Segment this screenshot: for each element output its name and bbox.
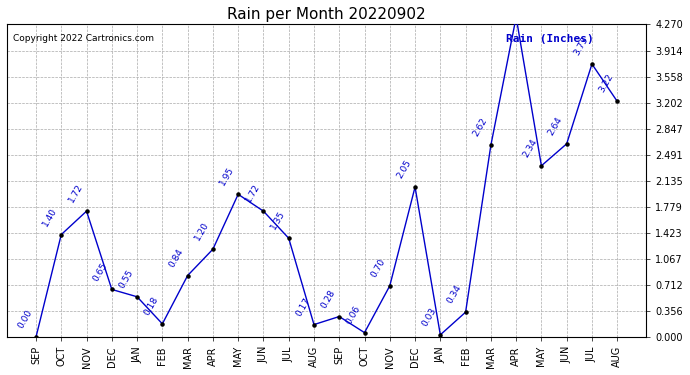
Text: 0.00: 0.00 xyxy=(16,308,34,330)
Text: 0.18: 0.18 xyxy=(142,295,160,317)
Point xyxy=(208,246,219,252)
Point xyxy=(132,294,143,300)
Point xyxy=(30,334,41,340)
Point xyxy=(511,14,522,20)
Point xyxy=(56,231,67,237)
Title: Rain per Month 20220902: Rain per Month 20220902 xyxy=(227,7,426,22)
Point xyxy=(460,309,471,315)
Text: 2.64: 2.64 xyxy=(546,115,564,137)
Text: 1.40: 1.40 xyxy=(41,206,59,228)
Point xyxy=(233,191,244,197)
Text: 0.70: 0.70 xyxy=(370,257,388,279)
Point xyxy=(410,184,421,190)
Text: Copyright 2022 Cartronics.com: Copyright 2022 Cartronics.com xyxy=(13,34,155,43)
Point xyxy=(536,163,547,169)
Text: 0.28: 0.28 xyxy=(319,288,337,310)
Text: 0.34: 0.34 xyxy=(446,284,464,305)
Text: 3.22: 3.22 xyxy=(598,73,615,94)
Text: 4.37: 4.37 xyxy=(0,374,1,375)
Text: 2.05: 2.05 xyxy=(395,158,413,180)
Text: 2.34: 2.34 xyxy=(522,137,539,159)
Point xyxy=(359,330,370,336)
Text: 0.06: 0.06 xyxy=(344,304,362,326)
Text: 1.72: 1.72 xyxy=(244,182,262,204)
Text: 0.17: 0.17 xyxy=(294,296,312,318)
Text: 0.65: 0.65 xyxy=(92,261,110,282)
Point xyxy=(81,208,92,214)
Point xyxy=(308,322,319,328)
Point xyxy=(561,141,572,147)
Point xyxy=(612,98,623,104)
Text: 1.72: 1.72 xyxy=(66,182,84,204)
Point xyxy=(182,273,193,279)
Text: 0.03: 0.03 xyxy=(420,306,438,328)
Text: 1.95: 1.95 xyxy=(218,165,236,188)
Text: 1.35: 1.35 xyxy=(268,209,286,231)
Point xyxy=(106,286,117,292)
Text: 3.73: 3.73 xyxy=(572,35,590,57)
Point xyxy=(586,61,598,67)
Point xyxy=(283,235,294,241)
Text: Rain (Inches): Rain (Inches) xyxy=(506,34,593,44)
Text: 1.20: 1.20 xyxy=(193,220,210,242)
Text: 2.62: 2.62 xyxy=(471,117,489,138)
Point xyxy=(157,321,168,327)
Text: 0.84: 0.84 xyxy=(168,247,186,268)
Point xyxy=(258,208,269,214)
Point xyxy=(334,314,345,320)
Point xyxy=(384,283,395,289)
Text: 0.55: 0.55 xyxy=(117,268,135,290)
Point xyxy=(435,332,446,338)
Point xyxy=(485,142,496,148)
